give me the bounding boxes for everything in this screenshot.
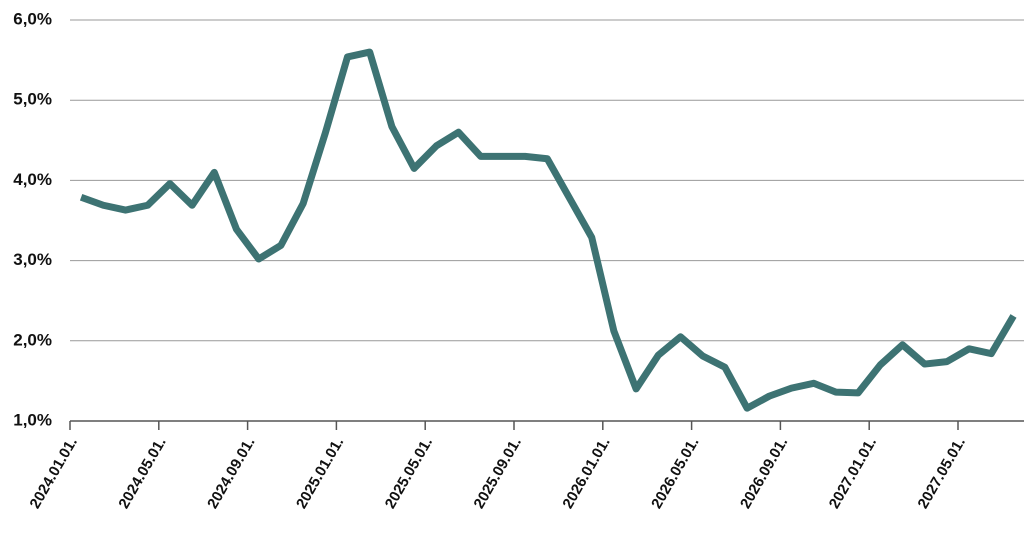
x-tick-label: 2026.09.01. — [737, 434, 791, 511]
x-tick-label: 2024.05.01. — [115, 434, 169, 511]
x-tick-label: 2024.01.01. — [27, 434, 81, 511]
y-tick-label: 6,0% — [13, 9, 52, 28]
line — [79, 48, 1017, 412]
y-tick-label: 5,0% — [13, 90, 52, 109]
y-tick-label: 4,0% — [13, 170, 52, 189]
x-tick-label: 2025.09.01. — [471, 434, 525, 511]
y-tick-label: 2,0% — [13, 330, 52, 349]
x-tick-label: 2027.05.01. — [915, 434, 969, 511]
x-tick-label: 2026.05.01. — [648, 434, 702, 511]
x-tick-label: 2025.01.01. — [293, 434, 347, 511]
x-tick-label: 2026.01.01. — [559, 434, 613, 511]
x-tick-label: 2024.09.01. — [204, 434, 258, 511]
y-tick-label: 3,0% — [13, 250, 52, 269]
y-tick-label: 1,0% — [13, 410, 52, 429]
x-tick-label: 2027.01.01. — [826, 434, 880, 511]
x-tick-label: 2025.05.01. — [382, 434, 436, 511]
